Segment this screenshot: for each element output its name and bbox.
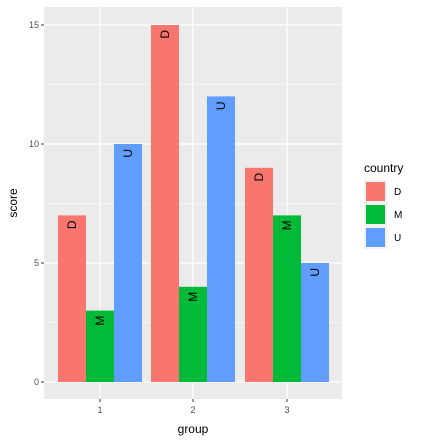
bar-label: M (93, 316, 107, 326)
x-axis: 1 2 3 (97, 399, 290, 415)
y-tick-label: 0 (34, 377, 39, 387)
x-tick-label: 2 (190, 405, 195, 415)
y-tick-label: 5 (34, 258, 39, 268)
bar-labels-group: D M U D M U D M U (65, 30, 322, 326)
bar-D-group-2 (151, 25, 179, 382)
legend-swatch-D (366, 182, 385, 201)
bar-label: M (280, 220, 294, 230)
y-tick-label: 10 (29, 139, 39, 149)
bar-U-group-1 (114, 144, 142, 382)
bar-label: U (214, 101, 228, 110)
bar-label: D (65, 220, 79, 229)
bar-label: D (158, 30, 172, 39)
y-tick-label: 15 (29, 20, 39, 30)
bar-D-group-3 (245, 167, 273, 382)
bar-M-group-3 (273, 215, 301, 382)
bars-group (58, 25, 329, 383)
x-tick-label: 1 (97, 405, 102, 415)
x-tick-label: 3 (284, 405, 289, 415)
bar-label: U (121, 149, 135, 158)
bar-M-group-2 (179, 286, 207, 382)
legend-swatch-M (366, 205, 385, 224)
legend-label-U: U (394, 233, 401, 244)
bar-D-group-1 (58, 215, 86, 382)
x-axis-title: group (178, 422, 209, 436)
legend-label-D: D (394, 187, 401, 198)
bar-label: M (186, 292, 200, 302)
bar-U-group-3 (301, 263, 329, 382)
legend-label-M: M (394, 210, 402, 221)
bar-label: U (308, 268, 322, 277)
legend: country D M U (364, 161, 403, 249)
y-axis-title: score (6, 188, 20, 218)
y-axis: 0 5 10 15 (29, 20, 44, 387)
legend-swatch-U (366, 228, 385, 247)
bar-U-group-2 (207, 96, 235, 383)
bar-label: D (252, 172, 266, 181)
legend-title: country (364, 161, 403, 175)
bar-M-group-1 (86, 310, 114, 382)
